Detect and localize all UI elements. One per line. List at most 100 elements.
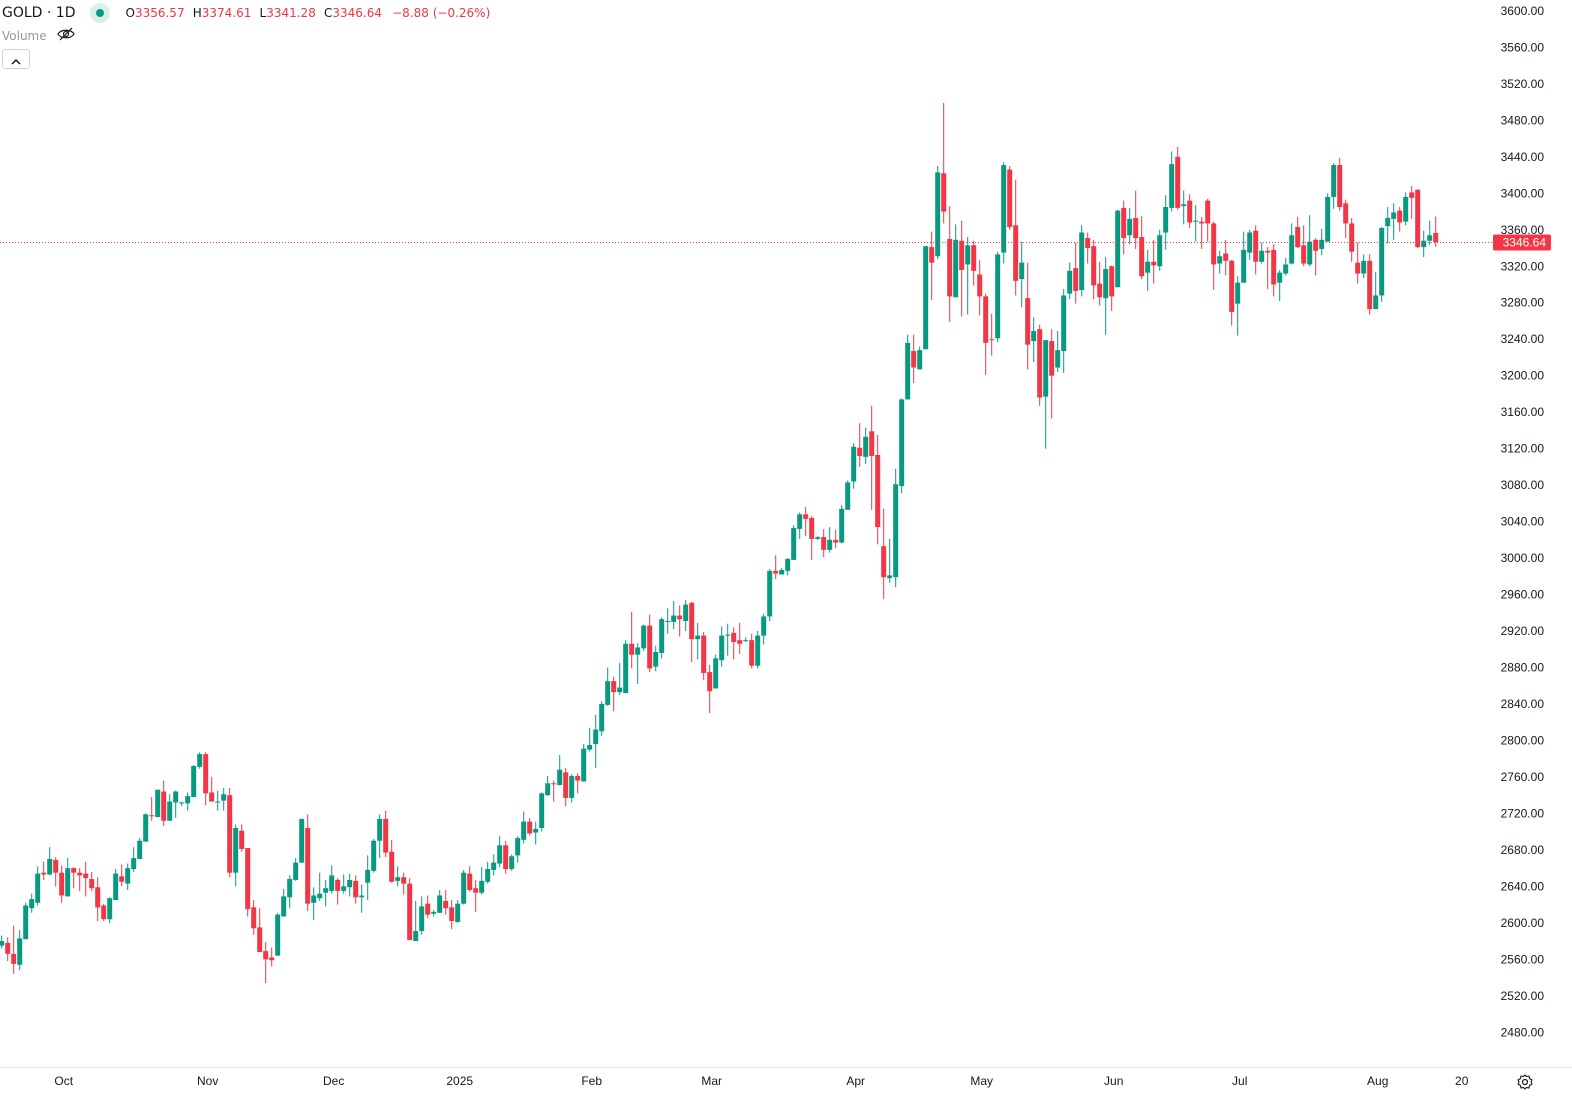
open-label: O [125, 5, 135, 20]
candle-body [953, 239, 959, 298]
candle-body [1271, 249, 1277, 285]
candle-body [1343, 203, 1349, 224]
candle-body [245, 848, 251, 910]
last-price-label: 3346.64 [1503, 236, 1547, 250]
price-tick-label: 2680.00 [1501, 843, 1545, 857]
price-tick-label: 3400.00 [1501, 186, 1545, 200]
candle-body [1241, 249, 1247, 283]
candle-body [935, 172, 941, 257]
candle-body [1187, 200, 1193, 223]
candle [461, 869, 467, 905]
candle-body [1031, 331, 1037, 342]
candle [953, 224, 959, 298]
candle [1337, 157, 1343, 211]
candle [29, 893, 35, 913]
candle-body [653, 652, 659, 667]
candle-body [1409, 192, 1415, 198]
candle [755, 631, 761, 669]
price-tick-label: 3000.00 [1501, 551, 1545, 565]
candle-body [581, 748, 587, 782]
time-axis[interactable]: Oct Nov Dec 2025 Feb Mar Apr May Jun Jul Aug 20 [54, 1074, 1468, 1088]
candle [311, 887, 317, 921]
price-tick-label: 2720.00 [1501, 806, 1545, 820]
candle-body [1055, 350, 1061, 368]
candle-body [515, 838, 521, 856]
candle [431, 910, 437, 917]
candle [905, 334, 911, 400]
candle-body [647, 625, 653, 669]
candle [209, 776, 215, 802]
candle [125, 863, 131, 891]
candle-body [707, 672, 713, 692]
candle-body [167, 801, 173, 821]
candle-body [293, 862, 299, 880]
candle-body [773, 570, 779, 574]
candle-body [1037, 329, 1043, 398]
candle-body [1235, 282, 1241, 304]
candle [677, 605, 683, 637]
candle-body [143, 814, 149, 842]
candle [821, 528, 827, 558]
candle-body [419, 906, 425, 932]
price-axis[interactable]: 3600.00 3560.00 3520.00 3480.00 3440.00 3400.… [1501, 4, 1545, 1039]
candle [785, 558, 791, 576]
candle [557, 755, 563, 786]
candle-body [47, 859, 53, 875]
candle-body [1319, 239, 1325, 249]
volume-indicator[interactable]: Volume [2, 27, 75, 44]
candle [317, 872, 323, 901]
candle-body [695, 635, 701, 640]
candle [1259, 242, 1265, 264]
candle [773, 555, 779, 580]
candle [1067, 262, 1073, 300]
market-status-icon[interactable] [89, 3, 110, 23]
candle-body [1397, 210, 1403, 223]
candle [767, 569, 773, 621]
candle [1343, 199, 1349, 239]
eye-slash-icon[interactable] [56, 27, 75, 44]
candle [1061, 289, 1067, 373]
candle [731, 627, 737, 660]
candle-body [923, 246, 929, 350]
candle [257, 908, 263, 953]
time-tick-label: Feb [581, 1074, 602, 1088]
candle-body [671, 615, 677, 622]
candle [299, 818, 305, 863]
candle [929, 231, 935, 301]
candle [425, 895, 431, 919]
candle-body [335, 879, 341, 891]
candle [635, 642, 641, 684]
candle [1181, 190, 1187, 225]
candle-body [1145, 261, 1151, 273]
candle [875, 434, 881, 545]
candle-body [815, 537, 821, 539]
candle [1151, 239, 1157, 284]
candle-body [1013, 225, 1019, 281]
candle-body [443, 900, 449, 909]
candle-body [1205, 200, 1211, 224]
candle-body [0, 941, 5, 946]
candle-body [941, 173, 947, 212]
candle-body [635, 647, 641, 655]
candle [89, 871, 95, 891]
candle-body [341, 886, 347, 891]
collapse-legend-button[interactable] [2, 49, 30, 69]
time-tick-label: 20 [1455, 1074, 1469, 1088]
candle [869, 405, 875, 510]
gear-icon[interactable] [1516, 1073, 1534, 1091]
symbol-title[interactable]: GOLD · 1D [2, 5, 76, 21]
candle-body [1367, 260, 1373, 310]
candle [389, 839, 395, 883]
candle [1031, 317, 1037, 363]
candle [485, 861, 491, 884]
candle [791, 525, 797, 560]
candle-body [77, 872, 83, 876]
candle [1193, 205, 1199, 242]
candle-body [59, 872, 65, 896]
candle-body [503, 845, 509, 870]
candle [77, 868, 83, 891]
candle [95, 877, 101, 922]
candle-body [605, 681, 611, 705]
high-label: H [192, 5, 202, 20]
